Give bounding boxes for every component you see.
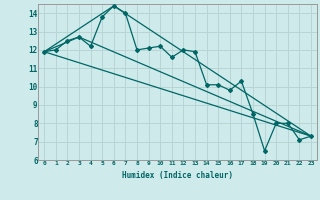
X-axis label: Humidex (Indice chaleur): Humidex (Indice chaleur)	[122, 171, 233, 180]
